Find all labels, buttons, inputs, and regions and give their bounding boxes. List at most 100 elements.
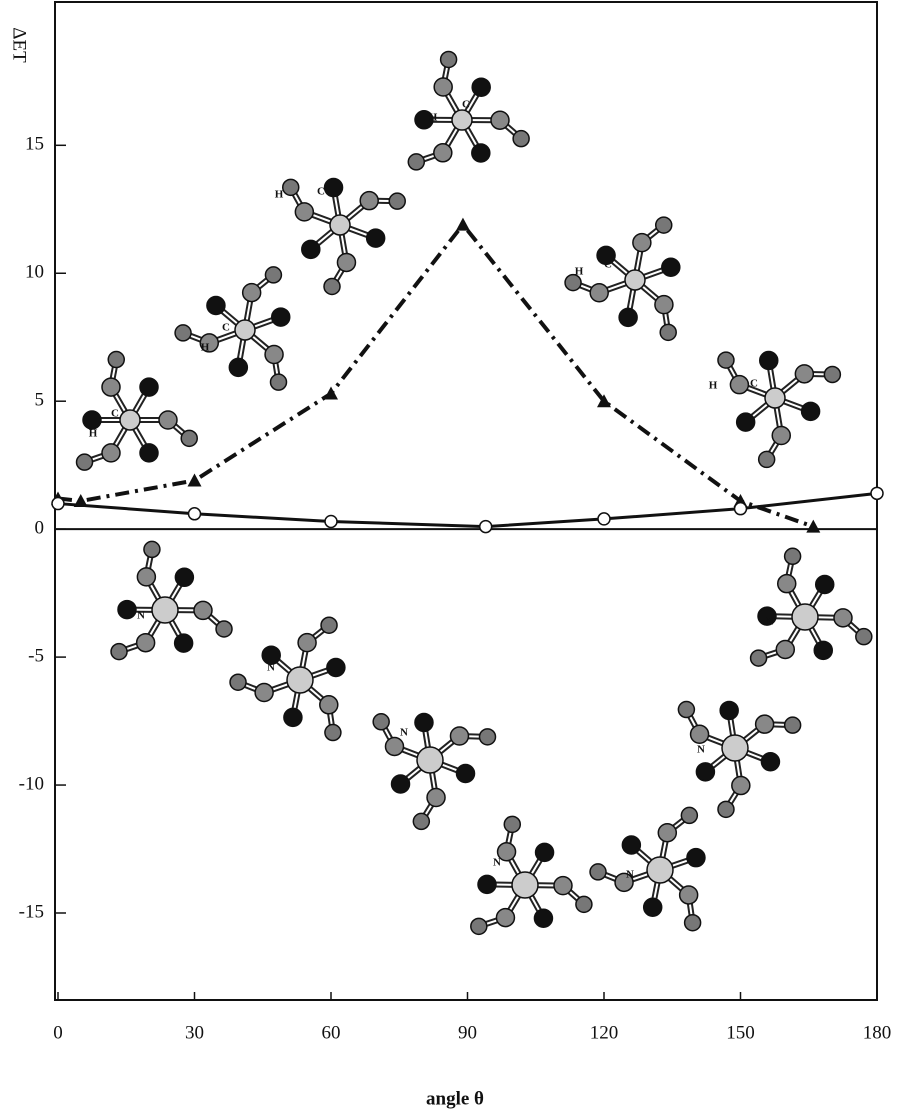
atom — [323, 177, 344, 198]
atom — [270, 307, 291, 327]
atom — [158, 410, 178, 430]
atom — [320, 616, 338, 634]
atom — [229, 673, 247, 691]
atom — [199, 333, 220, 353]
central-atom — [646, 856, 674, 884]
atom — [439, 50, 458, 69]
atom-label: N — [766, 616, 774, 628]
atom — [478, 728, 497, 746]
atom — [228, 357, 249, 378]
atom — [319, 695, 339, 715]
atom-label: N — [493, 857, 501, 869]
atom — [143, 540, 161, 559]
atom — [254, 682, 274, 703]
atom — [136, 567, 157, 587]
atom — [621, 835, 642, 855]
triangle-marker — [187, 473, 202, 487]
atom — [326, 657, 346, 678]
atom — [783, 716, 802, 734]
atom — [414, 110, 434, 130]
atom — [107, 350, 126, 369]
x-tick-label: 180 — [863, 1022, 892, 1043]
atom — [264, 266, 283, 284]
atom-label: C — [317, 186, 325, 198]
circle-marker — [870, 486, 884, 501]
atom — [757, 606, 777, 626]
atom — [717, 351, 735, 369]
atom — [533, 908, 554, 928]
central-atom — [119, 409, 141, 431]
atom — [384, 736, 405, 757]
triangle-marker — [324, 386, 338, 400]
atom-label: H — [575, 266, 584, 278]
circle-marker — [597, 512, 611, 526]
molecule — [749, 547, 873, 667]
atom — [632, 232, 652, 253]
atom — [388, 192, 406, 210]
atom — [813, 640, 834, 661]
plot-frame — [54, 1, 878, 1001]
circle-marker — [733, 501, 748, 516]
atom — [657, 822, 678, 843]
atom — [135, 632, 156, 653]
atom — [241, 282, 262, 303]
atom — [324, 723, 342, 742]
atom — [359, 190, 379, 211]
atom — [365, 228, 386, 248]
atom-label: N — [697, 744, 705, 756]
central-atom — [416, 746, 444, 774]
molecule — [281, 177, 406, 296]
atom-label: H — [429, 112, 438, 124]
central-atom — [451, 109, 473, 131]
atom-label: H — [275, 189, 284, 201]
atom-label: N — [626, 869, 634, 881]
atom-label: C — [222, 322, 230, 334]
atom — [689, 724, 710, 745]
atom — [390, 774, 411, 794]
atom-label: C — [750, 378, 758, 390]
atom — [297, 632, 317, 653]
atom-label: N — [137, 610, 145, 622]
atom — [477, 874, 497, 895]
triangle-marker — [806, 519, 821, 533]
x-axis-title: angle θ — [426, 1088, 484, 1109]
y-tick-label: 5 — [35, 390, 45, 411]
atom-label: H — [709, 380, 718, 392]
central-atom — [151, 596, 179, 624]
atom — [471, 143, 491, 163]
atom — [301, 239, 321, 260]
atom — [618, 307, 638, 328]
atom — [678, 885, 699, 905]
atom — [264, 344, 284, 365]
molecule — [372, 712, 497, 831]
triangle-marker — [455, 217, 470, 231]
x-tick-label: 0 — [53, 1022, 63, 1043]
atom-label: H — [89, 428, 98, 440]
atom — [589, 863, 607, 881]
central-atom — [329, 214, 351, 236]
atom — [686, 847, 706, 868]
atom — [283, 707, 303, 728]
atom — [717, 800, 735, 819]
x-tick-label: 90 — [458, 1022, 477, 1043]
molecule — [174, 266, 291, 391]
molecule — [407, 50, 530, 171]
atom — [642, 897, 663, 918]
atom — [814, 574, 835, 595]
molecule — [110, 540, 233, 661]
central-atom — [624, 269, 646, 291]
atom-label: C — [111, 408, 119, 420]
atom-label: N — [267, 662, 275, 674]
atom — [731, 775, 751, 796]
atom — [794, 364, 815, 384]
atom-label: N — [400, 727, 408, 739]
atom — [680, 806, 699, 825]
atom — [294, 202, 315, 222]
atom — [729, 374, 750, 395]
molecule — [229, 616, 346, 742]
molecule — [470, 815, 593, 936]
atom-label: C — [604, 259, 612, 271]
atom — [754, 714, 775, 734]
y-tick-label: -15 — [19, 901, 44, 922]
atom — [215, 620, 233, 638]
